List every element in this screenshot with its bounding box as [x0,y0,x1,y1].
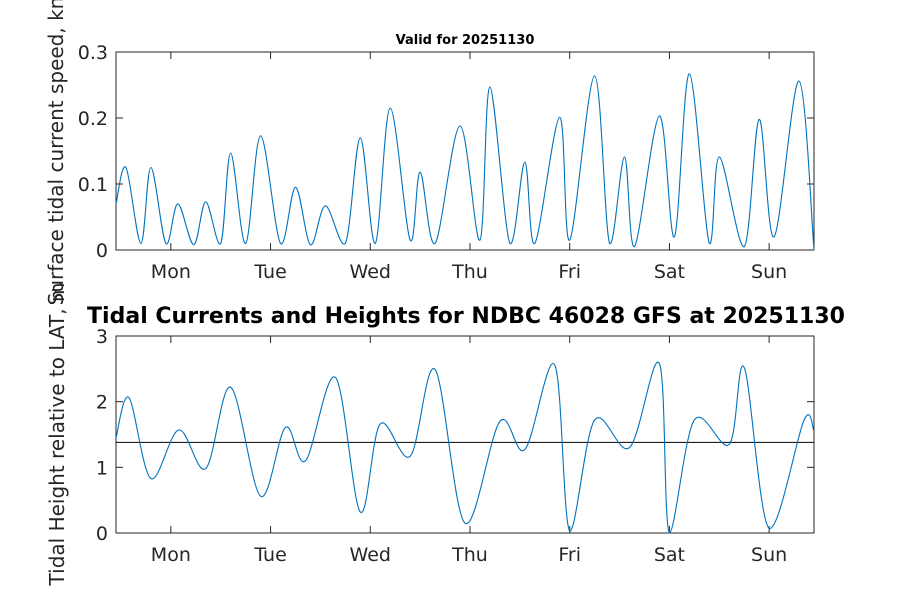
y-tick-label: 0.1 [78,174,108,196]
current-axes-box [115,51,815,251]
y-tick-label: 0.3 [78,42,108,64]
x-tick-label-sun: Sun [751,261,787,283]
x-tick-label-wed: Wed [350,261,391,283]
x-tick-label-tue: Tue [253,261,286,283]
current-chart-title: Valid for 20251130 [396,33,535,48]
x-tick-label-fri: Fri [558,544,581,566]
x-tick-label-fri: Fri [558,261,581,283]
x-tick-label-sun: Sun [751,544,787,566]
current-axes-ticks: 0 0.1 0.2 0.3 Mon Tue Wed Thu Fri Sat Sun [78,42,814,283]
x-tick-label-sat: Sat [654,261,685,283]
y-tick-label: 3 [96,326,108,348]
height-axes-box [115,335,815,534]
y-tick-label: 2 [96,392,108,414]
current-y-axis-label: Surface tidal current speed, kn [44,0,68,305]
y-tick-label: 0 [96,240,108,262]
x-tick-label-tue: Tue [253,544,286,566]
tidal-height-axes: 0 1 2 3 Mon Tue Wed Thu Fri Sat Sun Tidal Height r… [45,283,815,587]
y-tick-label: 1 [96,457,108,479]
x-tick-label-mon: Mon [151,544,191,566]
x-tick-label-sat: Sat [654,544,685,566]
current-speed-line [115,73,815,251]
x-tick-label-thu: Thu [451,544,488,566]
height-axes-ticks: 0 1 2 3 Mon Tue Wed Thu Fri Sat Sun [96,326,814,566]
x-tick-label-wed: Wed [350,544,391,566]
y-tick-label: 0.2 [78,108,108,130]
figure-title: Tidal Currents and Heights for NDBC 4602… [87,304,845,329]
height-y-axis-label: Tidal Height relative to LAT, m [45,283,69,587]
x-tick-label-thu: Thu [451,261,488,283]
tidal-height-line [115,361,815,534]
current-speed-axes: 0 0.1 0.2 0.3 Mon Tue Wed Thu Fri Sat Sun Valid fo… [44,0,815,305]
y-tick-label: 0 [96,523,108,545]
x-tick-label-mon: Mon [151,261,191,283]
